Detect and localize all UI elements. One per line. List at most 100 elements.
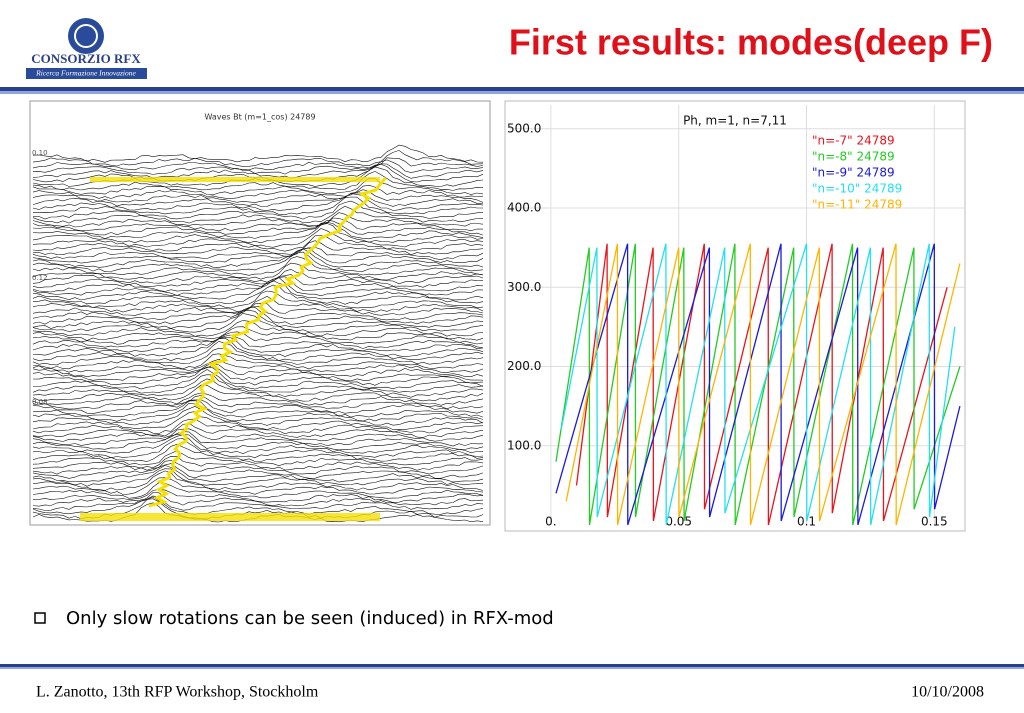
- bullet-text: Only slow rotations can be seen (induced…: [66, 608, 554, 629]
- wave-plot-label: 0.12: [32, 274, 48, 282]
- wave-trace: [32, 223, 484, 244]
- wave-highlight-band: [90, 177, 380, 182]
- wave-trace: [32, 465, 484, 483]
- wave-trace: [32, 247, 484, 264]
- wave-trace: [32, 262, 484, 281]
- wave-trace: [32, 366, 484, 386]
- wave-trace: [32, 247, 484, 261]
- wave-trace: [32, 450, 484, 467]
- wave-trace: [32, 184, 484, 199]
- wave-trace: [32, 492, 484, 507]
- wave-trace: [32, 347, 484, 366]
- y-tick-label: 300.0: [507, 280, 541, 294]
- legend-entry: "n=-10" 24789: [812, 182, 902, 196]
- wave-plot-label: 0.08: [32, 398, 48, 406]
- wave-trace: [32, 331, 484, 345]
- wave-trace: [32, 392, 484, 406]
- wave-plot-frame: [29, 100, 491, 526]
- logo-tagline: Ricerca Formazione Innovazione: [35, 69, 136, 78]
- wave-trace: [32, 163, 484, 179]
- wave-trace: [33, 369, 484, 390]
- series-line: [560, 243, 956, 526]
- wave-trace: [32, 150, 484, 167]
- logo-icon-ring: [74, 24, 98, 48]
- wave-trace: [32, 482, 484, 499]
- legend-entry: "n=-9" 24789: [812, 166, 895, 180]
- legend-entry: "n=-7" 24789: [812, 134, 895, 148]
- y-tick-label: 200.0: [507, 359, 541, 373]
- header-rule-light: [0, 91, 1024, 94]
- wave-trace: [32, 438, 484, 459]
- wave-trace: [32, 268, 484, 285]
- wave-trace: [32, 177, 484, 196]
- series-line: [565, 243, 961, 526]
- wave-trace: [32, 468, 484, 487]
- wave-trace: [32, 422, 484, 438]
- wave-trace: [32, 159, 484, 175]
- wave-trace: [32, 221, 484, 240]
- wave-trace: [32, 337, 484, 358]
- wave-trace: [32, 411, 484, 430]
- wave-trace: [32, 284, 484, 305]
- wave-trace: [32, 326, 484, 341]
- logo-bar: [26, 68, 147, 79]
- wave-trace: [32, 496, 484, 515]
- wave-trace: [32, 256, 484, 276]
- footer-left: L. Zanotto, 13th RFP Workshop, Stockholm: [36, 684, 319, 701]
- wave-trace: [32, 290, 484, 309]
- wave-trace: [32, 428, 484, 442]
- wave-highlight-band: [80, 513, 380, 521]
- wave-trace: [32, 219, 484, 236]
- wave-trace: [32, 431, 483, 447]
- wave-trace: [32, 434, 484, 455]
- wave-trace: [32, 384, 484, 402]
- wave-trace: [32, 399, 484, 414]
- wave-highlight: [148, 176, 387, 508]
- wave-trace: [32, 280, 484, 301]
- wave-trace: [32, 378, 484, 398]
- wave-trace: [32, 455, 484, 471]
- wave-trace: [32, 495, 484, 511]
- wave-trace: [32, 418, 484, 435]
- chart: 100.0 200.0 300.0 400.0 500.0 0. 0.05 0.1 0.15 "n…: [507, 105, 965, 529]
- y-tick-label: 500.0: [507, 121, 541, 135]
- wave-trace: [32, 157, 484, 171]
- series-line: [575, 243, 948, 526]
- wave-trace: [32, 306, 484, 325]
- y-tick-label: 100.0: [507, 438, 541, 452]
- header-rule: [0, 87, 1024, 91]
- wave-trace: [32, 309, 484, 329]
- wave-trace: [32, 405, 484, 426]
- wave-trace: [32, 402, 484, 422]
- wave-trace: [32, 334, 484, 349]
- wave-trace: [32, 251, 484, 273]
- chart-title: Ph, m=1, n=7,11: [683, 114, 787, 128]
- wave-trace: [32, 353, 484, 370]
- bullet-icon: [34, 612, 46, 624]
- wave-trace: [32, 337, 484, 353]
- wave-trace: [32, 358, 484, 374]
- wave-trace: [32, 217, 484, 232]
- legend-entry: "n=-11" 24789: [812, 198, 902, 212]
- wave-trace: [32, 193, 484, 211]
- wave-trace: [32, 276, 484, 293]
- series-line: [555, 243, 961, 526]
- logo-name: CONSORZIO RFX: [31, 51, 141, 66]
- wave-plot-label: 0.10: [32, 149, 48, 157]
- wave-trace: [32, 248, 484, 268]
- x-tick-label: 0.05: [665, 515, 692, 529]
- wave-trace: [32, 196, 483, 216]
- wave-plot: Waves Bt (m=1_cos) 24789 0.10 0.12 0.08: [29, 100, 491, 526]
- wave-plot-title: Waves Bt (m=1_cos) 24789: [204, 113, 315, 122]
- wave-trace: [32, 463, 484, 479]
- wave-trace: [32, 235, 484, 252]
- wave-trace: [32, 171, 484, 191]
- x-tick-label: 0.1: [797, 515, 816, 529]
- wave-trace: [32, 400, 484, 418]
- wave-trace: [32, 488, 484, 503]
- wave-trace: [32, 340, 484, 362]
- wave-trace: [32, 305, 484, 321]
- wave-trace: [32, 395, 484, 410]
